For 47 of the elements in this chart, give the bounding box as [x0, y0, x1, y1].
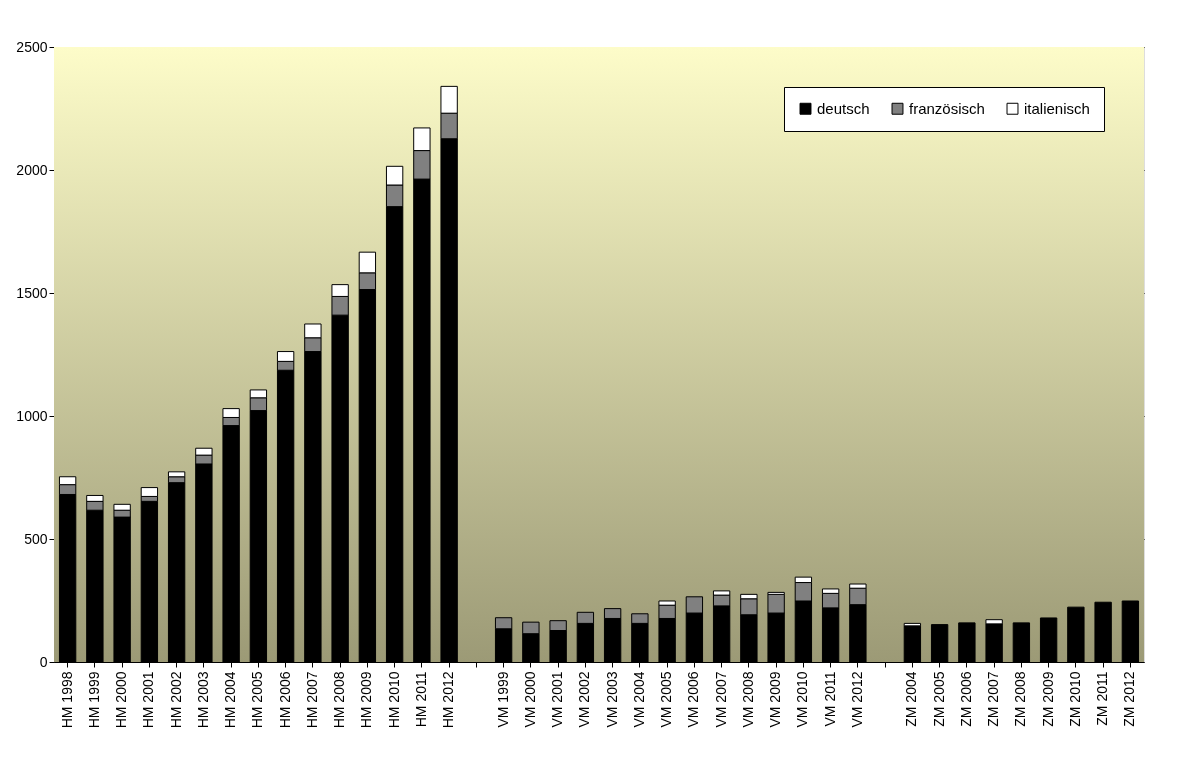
y-tick-label: 2000 — [16, 161, 48, 178]
x-tick-label: HM 2000 — [113, 671, 130, 729]
x-tick-label: HM 2006 — [276, 671, 293, 729]
x-tick-label: VM 2008 — [739, 671, 756, 728]
x-tick-label: HM 2012 — [440, 671, 457, 729]
x-tick-label: VM 2004 — [630, 671, 647, 728]
x-tick-label: HM 1999 — [85, 671, 102, 729]
x-tick-label: VM 2002 — [576, 671, 593, 728]
y-tick-label: 2500 — [16, 38, 48, 55]
x-tick-label: HM 2005 — [249, 671, 266, 729]
y-tick-label: 500 — [24, 530, 48, 547]
y-tick-label: 0 — [39, 653, 48, 670]
legend-label: italienisch — [1024, 99, 1090, 117]
legend-label: deutsch — [817, 99, 870, 117]
x-tick-label: HM 2001 — [140, 671, 157, 729]
y-tick-label: 1500 — [16, 284, 48, 301]
x-tick-label: VM 2010 — [794, 671, 811, 728]
x-tick-label: HM 2011 — [412, 671, 429, 728]
x-tick-label: ZM 2008 — [1012, 671, 1029, 727]
x-tick-label: VM 2011 — [821, 671, 838, 727]
x-tick-label: HM 2004 — [222, 671, 239, 729]
x-tick-label: ZM 2007 — [985, 671, 1002, 727]
x-tick-label: HM 2010 — [385, 671, 402, 729]
x-tick-label: VM 2012 — [848, 671, 865, 728]
x-tick-label: VM 1999 — [494, 671, 511, 728]
x-tick-label: HM 1998 — [58, 671, 75, 729]
x-tick-label: HM 2002 — [167, 671, 184, 729]
x-tick-label: ZM 2009 — [1039, 671, 1056, 727]
x-tick-label: VM 2005 — [658, 671, 675, 728]
y-tick-label: 1000 — [16, 407, 48, 424]
x-tick-label: VM 2009 — [767, 671, 784, 728]
x-tick-label: HM 2003 — [194, 671, 211, 729]
x-tick-label: VM 2003 — [603, 671, 620, 728]
x-tick-label: HM 2007 — [303, 671, 320, 729]
x-tick-label: ZM 2010 — [1066, 671, 1083, 727]
x-tick-label: ZM 2006 — [957, 671, 974, 727]
legend-label: französisch — [909, 99, 985, 117]
x-tick-label: ZM 2005 — [930, 671, 947, 727]
x-tick-label: ZM 2004 — [903, 671, 920, 727]
x-tick-label: HM 2008 — [331, 671, 348, 729]
x-tick-label: VM 2001 — [549, 671, 566, 728]
x-tick-label: ZM 2011 — [1094, 671, 1111, 726]
x-tick-label: VM 2000 — [521, 671, 538, 728]
x-tick-label: ZM 2012 — [1121, 671, 1138, 727]
x-tick-label: VM 2006 — [685, 671, 702, 728]
x-tick-label: VM 2007 — [712, 671, 729, 728]
x-tick-label: HM 2009 — [358, 671, 375, 729]
